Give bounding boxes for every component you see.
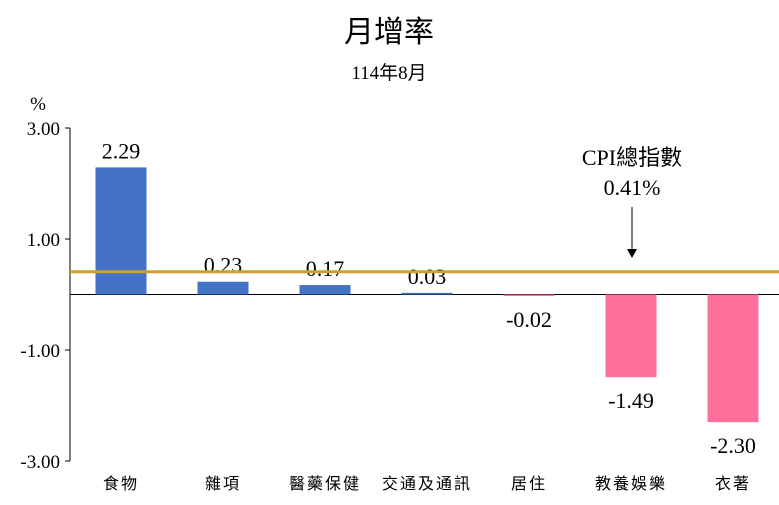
bar xyxy=(197,281,249,295)
category-label: 醫藥保健 xyxy=(289,475,361,493)
bar xyxy=(401,292,453,295)
value-label: 0.17 xyxy=(306,256,345,281)
category-label: 雜項 xyxy=(205,475,241,493)
bar xyxy=(503,294,555,296)
bar xyxy=(605,294,657,378)
y-tick-label: 3.00 xyxy=(27,119,60,140)
chart-subtitle: 114年8月 xyxy=(351,62,426,84)
cpi-arrow-head xyxy=(627,249,637,258)
category-label: 交通及通訊 xyxy=(382,475,472,493)
value-label: 2.29 xyxy=(102,138,141,163)
category-label: 居住 xyxy=(511,475,547,493)
category-label: 食物 xyxy=(103,475,139,493)
bar xyxy=(707,294,759,423)
bar xyxy=(95,167,147,295)
value-label: -1.49 xyxy=(608,388,654,413)
bar xyxy=(299,285,351,295)
y-axis-unit: % xyxy=(30,94,46,115)
y-tick-label: -1.00 xyxy=(20,341,60,362)
value-label: -0.02 xyxy=(506,307,552,332)
value-label: 0.03 xyxy=(408,264,447,289)
cpi-label: CPI總指數 xyxy=(582,145,682,170)
value-label: -2.30 xyxy=(710,433,756,458)
y-axis-ticks: 3.00 1.00 -1.00 -3.00 xyxy=(20,119,70,473)
cpi-value-label: 0.41% xyxy=(604,175,661,200)
value-labels: 2.29 0.23 0.17 0.03 -0.02 -1.49 -2.30 xyxy=(102,138,756,458)
category-label: 衣著 xyxy=(715,475,751,493)
bars xyxy=(95,167,759,423)
y-tick-label: -3.00 xyxy=(20,452,60,473)
y-tick-label: 1.00 xyxy=(27,230,60,251)
chart-title: 月增率 xyxy=(344,16,434,49)
category-labels: 食物 雜項 醫藥保健 交通及通訊 居住 教養娛樂 衣著 xyxy=(103,475,751,493)
category-label: 教養娛樂 xyxy=(595,475,667,493)
value-label: 0.23 xyxy=(204,253,243,278)
